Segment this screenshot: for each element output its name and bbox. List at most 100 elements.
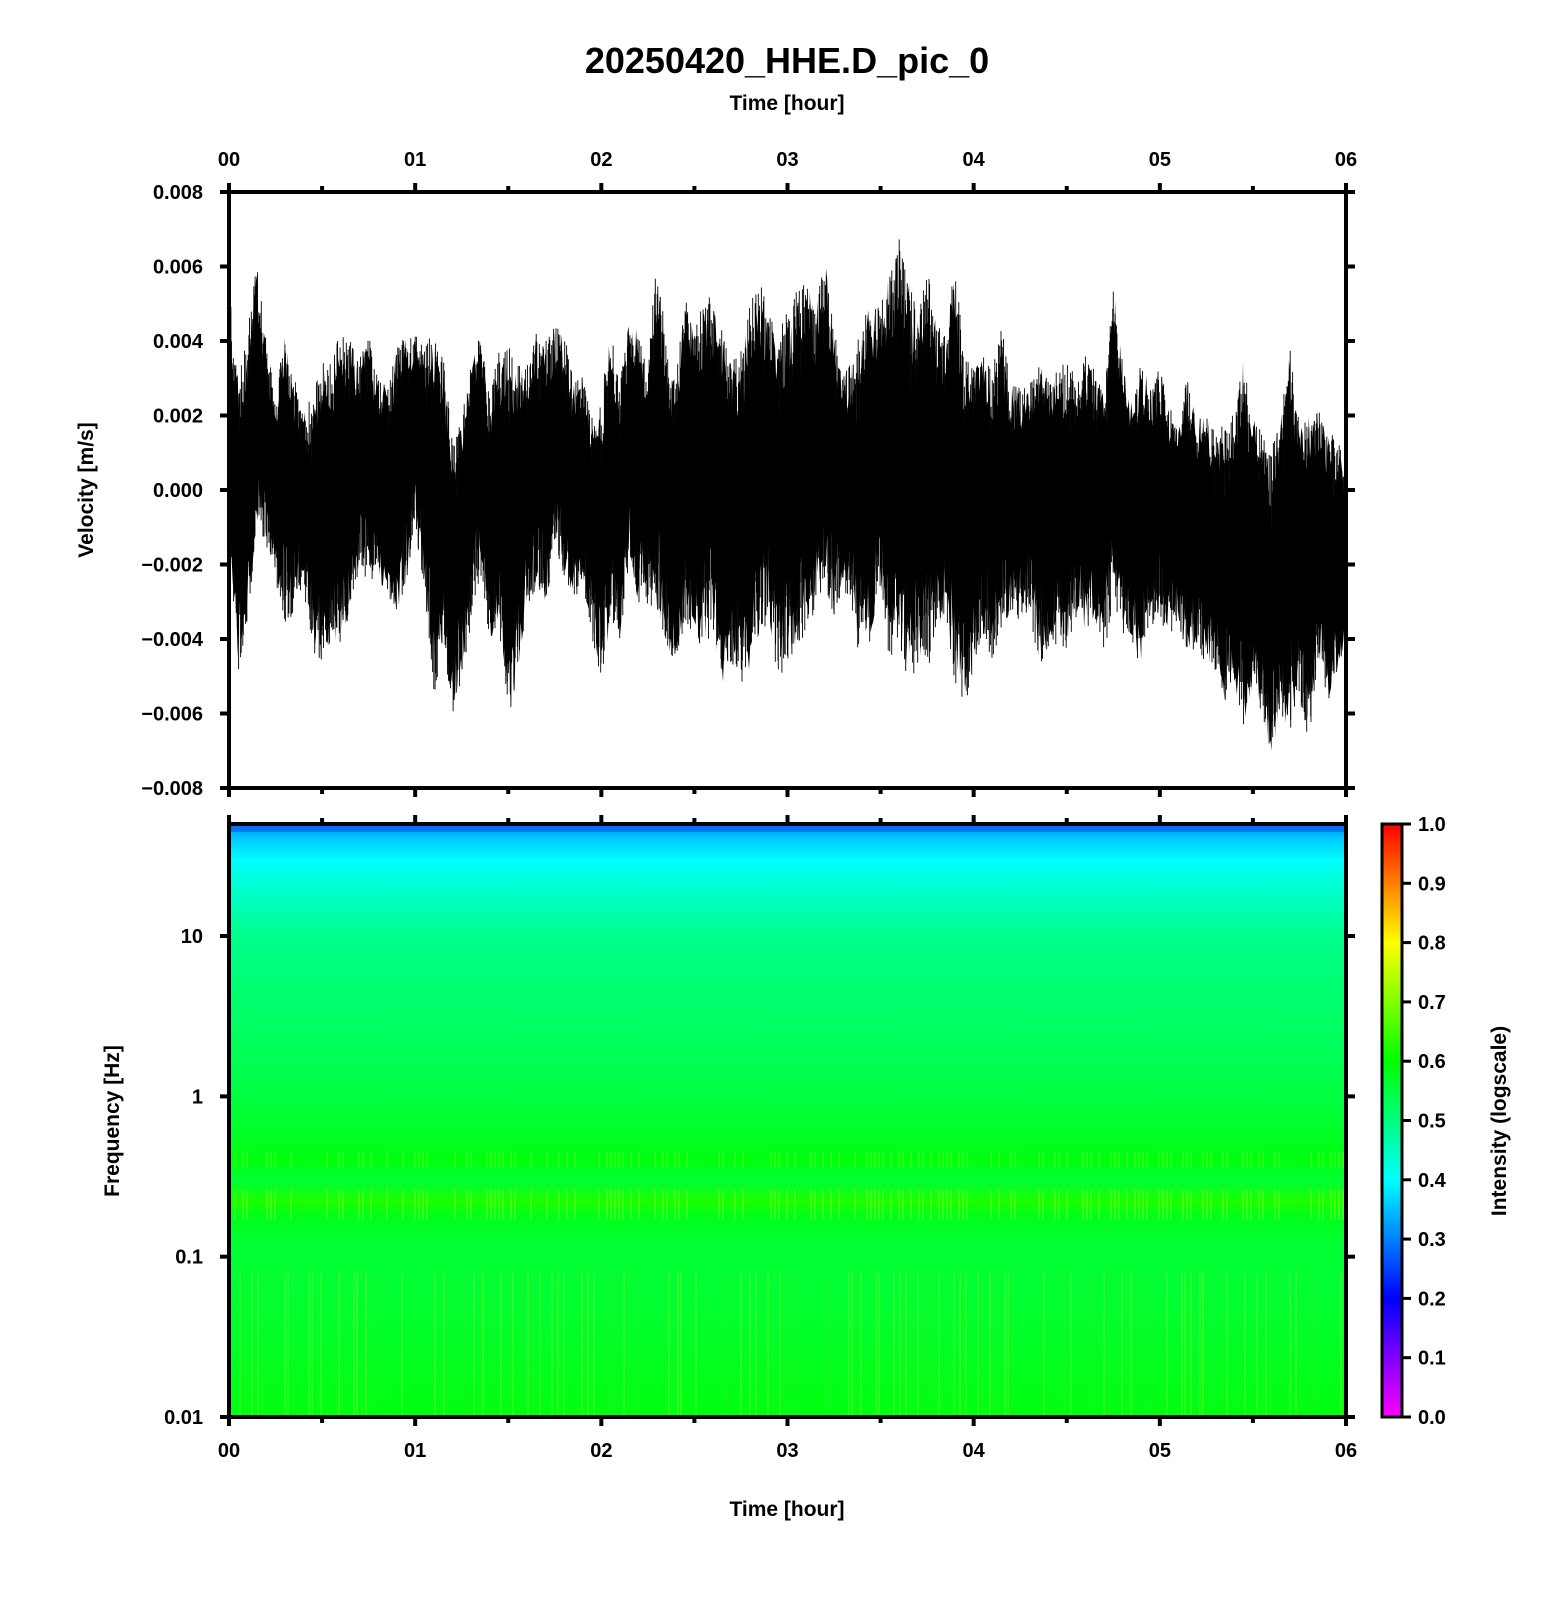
velocity-trace-segment	[1302, 452, 1304, 708]
velocity-trace-segment	[304, 420, 306, 585]
velocity-trace-segment	[1234, 435, 1236, 654]
velocity-trace-segment	[855, 373, 857, 614]
velocity-trace-segment	[1181, 424, 1183, 604]
velocity-trace-segment	[1209, 466, 1212, 627]
velocity-trace-segment	[530, 384, 533, 591]
velocity-trace-segment	[350, 392, 352, 600]
velocity-trace-segment	[943, 336, 945, 593]
velocity-trace-segment	[997, 344, 999, 625]
velocity-trace-segment	[1286, 386, 1289, 689]
velocity-trace-segment	[674, 388, 677, 631]
velocity-trace-segment	[514, 385, 517, 659]
velocity-trace-segment	[938, 328, 940, 601]
bottom-x-tick-label: 03	[776, 1440, 798, 1462]
velocity-trace-segment	[1269, 506, 1272, 694]
colorbar-tick-label: 0.2	[1418, 1288, 1446, 1310]
velocity-trace-segment	[1098, 384, 1101, 605]
velocity-trace-segment	[1078, 394, 1081, 575]
velocity-trace-segment	[1283, 406, 1286, 696]
velocity-trace-segment	[961, 351, 963, 697]
frequency-y-tick-label: 0.01	[164, 1407, 203, 1429]
velocity-trace-segment	[342, 364, 345, 581]
velocity-trace-segment	[375, 406, 377, 564]
velocity-trace-segment	[963, 386, 965, 658]
velocity-trace-segment	[841, 397, 844, 578]
velocity-trace-segment	[962, 356, 964, 670]
velocity-trace-segment	[721, 373, 724, 628]
velocity-trace-segment	[960, 354, 963, 651]
velocity-trace-segment	[627, 368, 629, 544]
colorbar-tick-label: 0.6	[1418, 1051, 1446, 1073]
velocity-trace-segment	[909, 310, 912, 611]
velocity-trace-segment	[872, 357, 875, 582]
velocity-trace-segment	[1039, 411, 1041, 610]
velocity-trace-segment	[1327, 482, 1329, 662]
velocity-trace-segment	[761, 346, 763, 573]
velocity-trace-segment	[857, 339, 859, 648]
velocity-trace-segment	[274, 427, 276, 568]
velocity-trace-segment	[1241, 412, 1243, 682]
velocity-trace-segment	[545, 340, 548, 595]
velocity-trace-segment	[430, 344, 432, 634]
velocity-trace-segment	[562, 367, 564, 571]
velocity-trace-segment	[1081, 388, 1084, 608]
velocity-trace-segment	[1138, 413, 1140, 639]
velocity-trace-segment	[529, 363, 532, 552]
velocity-trace-segment	[1147, 411, 1149, 588]
velocity-trace-segment	[536, 379, 538, 554]
bottom-x-tick-label: 05	[1149, 1440, 1171, 1462]
velocity-trace-segment	[362, 389, 365, 547]
velocity-trace-segment	[643, 358, 645, 583]
velocity-trace-segment	[651, 305, 654, 584]
velocity-trace-segment	[645, 394, 648, 597]
velocity-trace-segment	[736, 411, 739, 652]
velocity-trace-segment	[1062, 417, 1065, 622]
velocity-trace-segment	[999, 356, 1001, 607]
velocity-trace-segment	[792, 305, 795, 644]
velocity-trace-segment	[870, 353, 872, 605]
velocity-trace-segment	[257, 312, 259, 507]
velocity-y-axis-title: Velocity [m/s]	[75, 422, 98, 557]
velocity-trace-segment	[526, 397, 528, 587]
velocity-trace-segment	[525, 390, 528, 596]
top-x-tick-label: 00	[218, 149, 240, 171]
velocity-trace-segment	[1300, 465, 1303, 707]
velocity-trace-segment	[972, 369, 975, 634]
velocity-trace-segment	[731, 399, 733, 661]
velocity-trace-segment	[1274, 455, 1277, 721]
velocity-trace-segment	[779, 341, 782, 638]
velocity-trace-segment	[1316, 413, 1318, 645]
top-x-tick-label: 06	[1335, 149, 1357, 171]
velocity-trace-segment	[833, 364, 836, 615]
velocity-trace-segment	[314, 413, 316, 654]
bottom-x-tick-label: 06	[1335, 1440, 1357, 1462]
velocity-trace-segment	[1336, 450, 1338, 658]
velocity-trace-segment	[820, 331, 822, 593]
velocity-trace-segment	[1116, 333, 1118, 570]
velocity-trace-segment	[1139, 391, 1142, 602]
velocity-trace-segment	[1109, 333, 1112, 573]
velocity-trace-segment	[484, 399, 486, 599]
velocity-trace-segment	[378, 414, 381, 558]
velocity-trace-segment	[732, 401, 734, 663]
velocity-trace-segment	[942, 345, 944, 597]
velocity-trace-segment	[1026, 395, 1028, 608]
velocity-trace-segment	[386, 395, 388, 568]
velocity-trace-segment	[466, 393, 468, 625]
velocity-trace-segment	[286, 395, 288, 591]
velocity-trace-segment	[1187, 416, 1189, 633]
velocity-trace-segment	[847, 405, 850, 559]
velocity-trace-segment	[630, 338, 633, 543]
velocity-trace-segment	[717, 348, 719, 641]
velocity-trace-segment	[363, 386, 365, 559]
velocity-trace-segment	[729, 368, 732, 657]
bottom-x-tick-label: 02	[590, 1440, 612, 1462]
velocity-trace-segment	[983, 396, 985, 633]
velocity-trace-segment	[612, 374, 615, 596]
velocity-trace-segment	[520, 385, 522, 607]
velocity-trace-segment	[654, 315, 657, 546]
spectrogram-time-texture	[229, 824, 1346, 1417]
velocity-trace-segment	[538, 352, 541, 587]
velocity-trace-segment	[444, 429, 447, 645]
